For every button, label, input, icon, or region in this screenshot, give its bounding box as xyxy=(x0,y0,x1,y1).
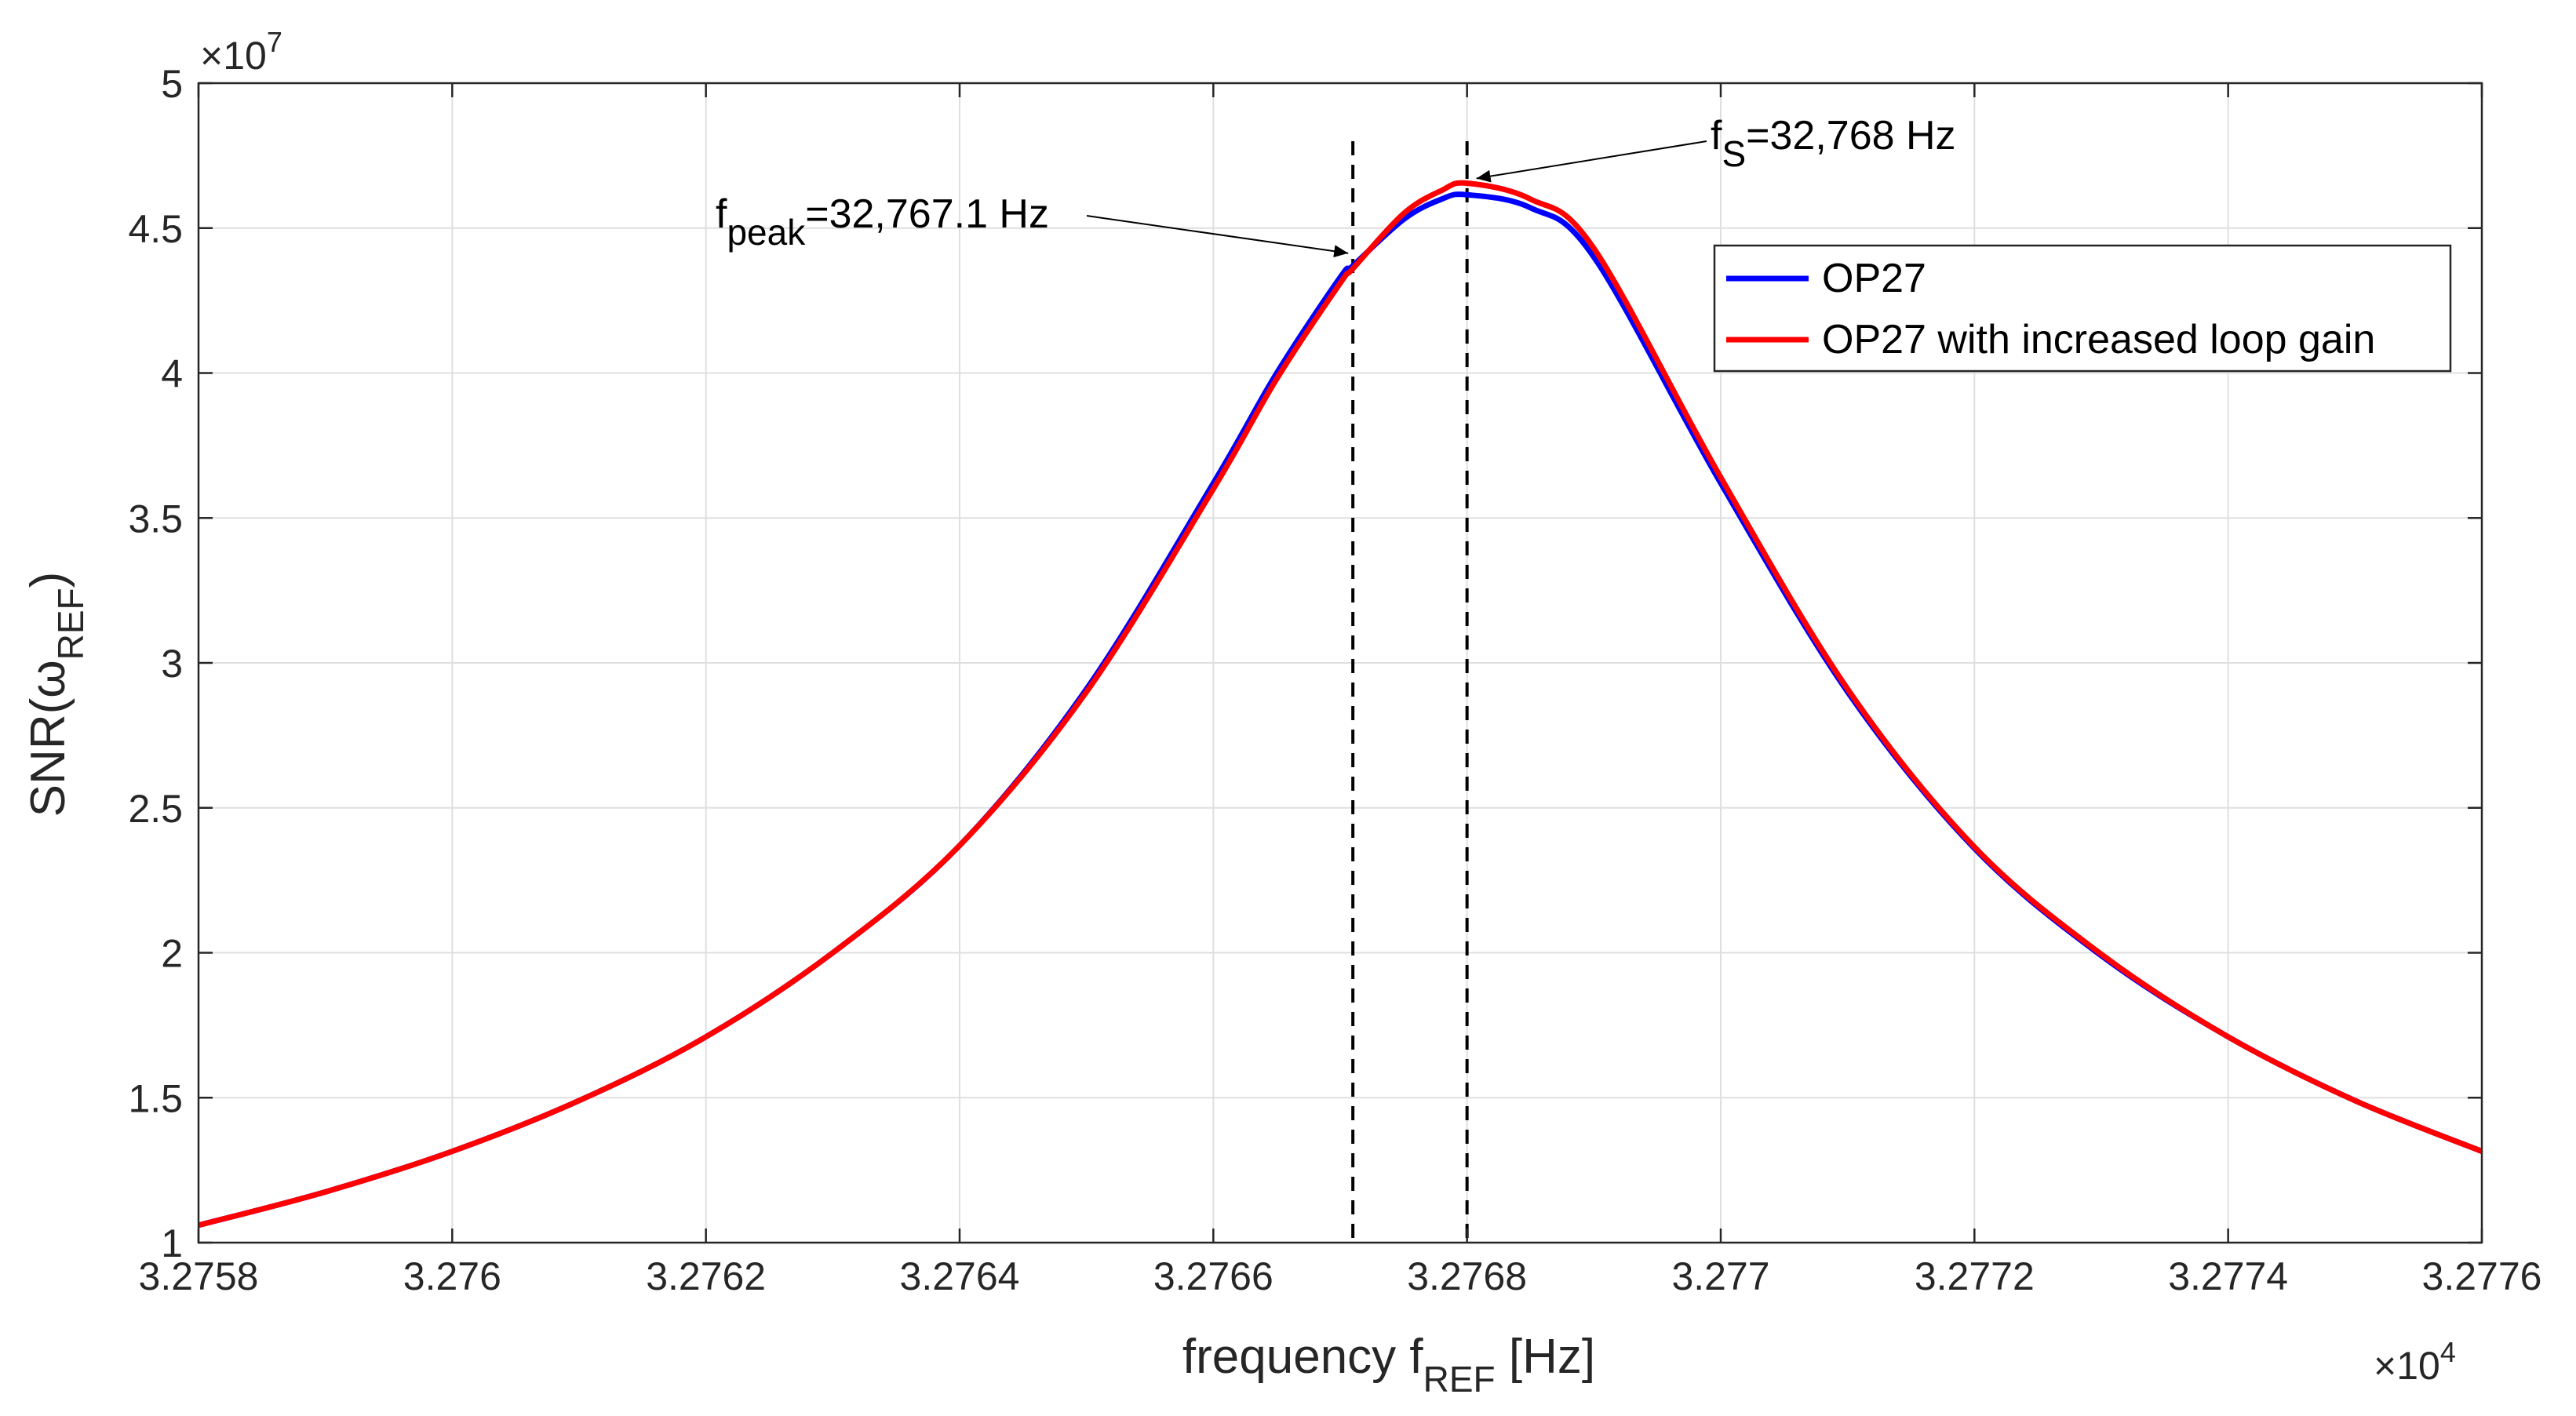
x-tick-label: 3.2772 xyxy=(1915,1254,2035,1298)
series-layer xyxy=(198,180,2483,1229)
y-tick-label: 2.5 xyxy=(128,787,183,831)
x-tick-label: 3.277 xyxy=(1671,1254,1769,1298)
series-line-1 xyxy=(198,180,2483,1229)
x-tick-label: 3.2758 xyxy=(139,1254,259,1298)
y-tick-label: 3 xyxy=(161,642,183,686)
x-tick-label: 3.2764 xyxy=(900,1254,1020,1298)
x-tick-label: 3.2774 xyxy=(2168,1254,2288,1298)
x-tick-label: 3.276 xyxy=(403,1254,501,1298)
annotation-fpeak: fpeak=32,767.1 Hz xyxy=(716,191,1049,253)
legend-label-op27: OP27 xyxy=(1822,256,1926,301)
ticks: 3.2758 3.276 3.2762 3.2764 3.2766 3.2768 3.277… xyxy=(128,62,2541,1298)
annotation-arrow-fs xyxy=(1476,140,1707,183)
y-tick-label: 1.5 xyxy=(128,1076,183,1120)
annotation-fs: fS=32,768 Hz xyxy=(1711,113,1956,174)
x-tick-label: 3.2766 xyxy=(1153,1254,1273,1298)
y-tick-label: 3.5 xyxy=(128,497,183,541)
y-axis-label: SNR(ωREF) xyxy=(21,572,91,817)
x-axis-label: frequency fREF [Hz] xyxy=(1182,1330,1595,1400)
x-tick-label: 3.2762 xyxy=(646,1254,766,1298)
y-tick-label: 4 xyxy=(161,352,183,396)
x-exponent: ×104 xyxy=(2374,1336,2456,1388)
x-tick-label: 3.2776 xyxy=(2422,1254,2542,1298)
vertical-marker-lines xyxy=(1351,141,1469,1243)
y-tick-label: 1 xyxy=(161,1221,183,1265)
annotations: fpeak=32,767.1 Hz fS=32,768 Hz xyxy=(716,113,1956,258)
x-tick-label: 3.2768 xyxy=(1407,1254,1527,1298)
annotation-arrow-fpeak xyxy=(1086,215,1349,258)
y-exponent: ×107 xyxy=(200,26,282,78)
y-tick-label: 4.5 xyxy=(128,207,183,251)
legend-label-op27-increased-loop-gain: OP27 with increased loop gain xyxy=(1822,317,2375,362)
y-tick-label: 5 xyxy=(161,62,183,106)
legend-box xyxy=(1713,244,2452,373)
legend: OP27 OP27 with increased loop gain xyxy=(1713,244,2452,373)
y-tick-label: 2 xyxy=(161,932,183,976)
